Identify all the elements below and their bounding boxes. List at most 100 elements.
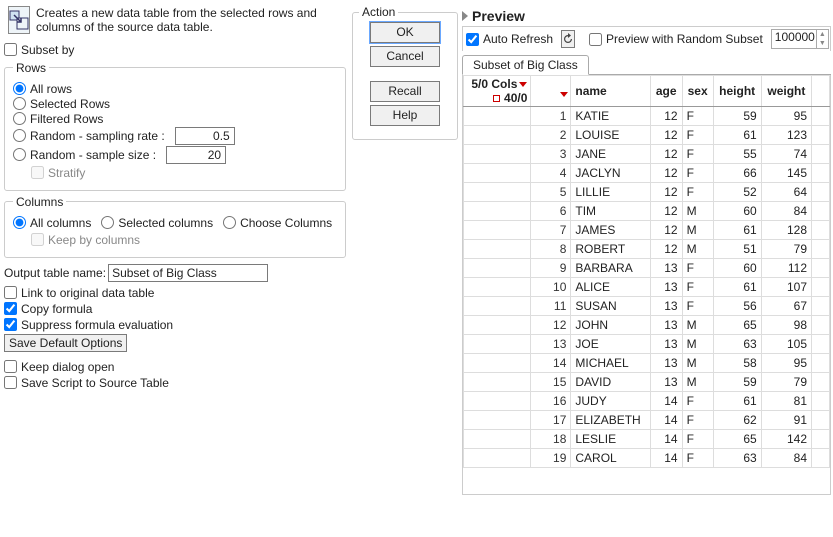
- random-subset-checkbox[interactable]: Preview with Random Subset: [589, 32, 763, 46]
- auto-refresh-checkbox[interactable]: Auto Refresh: [466, 32, 553, 46]
- row-number: 7: [531, 221, 571, 240]
- table-row[interactable]: 8ROBERT12M5179: [464, 240, 830, 259]
- row-marker[interactable]: [464, 430, 531, 449]
- table-row[interactable]: 19CAROL14F6384: [464, 449, 830, 468]
- rows-group: Rows All rows Selected Rows Filtered Row…: [4, 61, 346, 191]
- cols-menu-icon[interactable]: [519, 82, 527, 87]
- cell-sex: F: [682, 145, 713, 164]
- table-row[interactable]: 11SUSAN13F5667: [464, 297, 830, 316]
- columns-group: Columns All columns Selected columns Cho…: [4, 195, 346, 258]
- table-row[interactable]: 18LESLIE14F65142: [464, 430, 830, 449]
- col-name[interactable]: name: [571, 76, 650, 107]
- link-checkbox[interactable]: Link to original data table: [4, 286, 346, 300]
- cell-weight: 98: [761, 316, 811, 335]
- help-button[interactable]: Help: [370, 105, 440, 126]
- suppress-checkbox[interactable]: Suppress formula evaluation: [4, 318, 346, 332]
- refresh-icon[interactable]: [561, 30, 575, 48]
- row-number: 14: [531, 354, 571, 373]
- cancel-button[interactable]: Cancel: [370, 46, 440, 67]
- table-row[interactable]: 15DAVID13M5979: [464, 373, 830, 392]
- rows-selected-radio[interactable]: Selected Rows: [13, 97, 337, 111]
- cell-sex: M: [682, 240, 713, 259]
- table-row[interactable]: 1KATIE12F5995: [464, 107, 830, 126]
- row-marker[interactable]: [464, 240, 531, 259]
- rows-filtered-radio[interactable]: Filtered Rows: [13, 112, 337, 126]
- row-marker[interactable]: [464, 202, 531, 221]
- output-name-input[interactable]: [108, 264, 268, 282]
- row-marker[interactable]: [464, 373, 531, 392]
- row-marker[interactable]: [464, 392, 531, 411]
- save-defaults-button[interactable]: Save Default Options: [4, 334, 127, 352]
- cell-height: 66: [713, 164, 761, 183]
- recall-button[interactable]: Recall: [370, 81, 440, 102]
- table-row[interactable]: 6TIM12M6084: [464, 202, 830, 221]
- row-marker[interactable]: [464, 126, 531, 145]
- cols-all-radio[interactable]: All columns: [13, 216, 91, 230]
- col-sex[interactable]: sex: [682, 76, 713, 107]
- preview-table: 5/0 Cols 40/0 name age sex height weight…: [463, 75, 830, 468]
- cell-name: JOHN: [571, 316, 650, 335]
- row-marker[interactable]: [464, 164, 531, 183]
- row-marker[interactable]: [464, 107, 531, 126]
- table-row[interactable]: 10ALICE13F61107: [464, 278, 830, 297]
- cell-weight: 123: [761, 126, 811, 145]
- random-subset-value[interactable]: 100000▲▼: [771, 29, 829, 49]
- subset-by-checkbox[interactable]: Subset by: [4, 43, 346, 57]
- table-row[interactable]: 12JOHN13M6598: [464, 316, 830, 335]
- save-script-checkbox[interactable]: Save Script to Source Table: [4, 376, 346, 390]
- rows-sample-size-radio[interactable]: [13, 148, 26, 161]
- cell-age: 12: [650, 183, 682, 202]
- col-height[interactable]: height: [713, 76, 761, 107]
- row-marker[interactable]: [464, 335, 531, 354]
- row-marker[interactable]: [464, 354, 531, 373]
- keep-open-checkbox[interactable]: Keep dialog open: [4, 360, 346, 374]
- col-age[interactable]: age: [650, 76, 682, 107]
- table-row[interactable]: 3JANE12F5574: [464, 145, 830, 164]
- sampling-rate-input[interactable]: [175, 127, 235, 145]
- row-marker[interactable]: [464, 297, 531, 316]
- cols-choose-radio[interactable]: Choose Columns: [223, 216, 332, 230]
- ok-button[interactable]: OK: [370, 22, 440, 43]
- row-marker[interactable]: [464, 449, 531, 468]
- copy-formula-checkbox[interactable]: Copy formula: [4, 302, 346, 316]
- row-marker[interactable]: [464, 316, 531, 335]
- cell-age: 14: [650, 392, 682, 411]
- cell-name: SUSAN: [571, 297, 650, 316]
- sample-size-input[interactable]: [166, 146, 226, 164]
- row-number: 4: [531, 164, 571, 183]
- table-row[interactable]: 7JAMES12M61128: [464, 221, 830, 240]
- row-number: 5: [531, 183, 571, 202]
- cell-sex: F: [682, 126, 713, 145]
- row-marker[interactable]: [464, 278, 531, 297]
- cell-sex: F: [682, 411, 713, 430]
- cell-height: 62: [713, 411, 761, 430]
- spin-down-icon[interactable]: ▼: [816, 39, 828, 48]
- table-row[interactable]: 9BARBARA13F60112: [464, 259, 830, 278]
- cols-selected-radio[interactable]: Selected columns: [101, 216, 213, 230]
- row-menu-icon[interactable]: [560, 92, 568, 97]
- col-weight[interactable]: weight: [761, 76, 811, 107]
- cell-sex: F: [682, 164, 713, 183]
- table-row[interactable]: 16JUDY14F6181: [464, 392, 830, 411]
- row-marker[interactable]: [464, 145, 531, 164]
- table-row[interactable]: 13JOE13M63105: [464, 335, 830, 354]
- tab-subset[interactable]: Subset of Big Class: [462, 55, 589, 75]
- row-marker[interactable]: [464, 221, 531, 240]
- output-name-label: Output table name:: [4, 266, 106, 280]
- row-marker[interactable]: [464, 183, 531, 202]
- rows-meta: 40/0: [504, 91, 527, 105]
- row-marker[interactable]: [464, 259, 531, 278]
- row-number: 2: [531, 126, 571, 145]
- row-number: 8: [531, 240, 571, 259]
- disclosure-icon[interactable]: [462, 11, 468, 21]
- table-row[interactable]: 14MICHAEL13M5895: [464, 354, 830, 373]
- table-row[interactable]: 2LOUISE12F61123: [464, 126, 830, 145]
- rows-sampling-rate-radio[interactable]: [13, 129, 26, 142]
- row-marker[interactable]: [464, 411, 531, 430]
- rows-menu-icon[interactable]: [493, 95, 500, 102]
- rows-all-radio[interactable]: All rows: [13, 82, 337, 96]
- table-row[interactable]: 17ELIZABETH14F6291: [464, 411, 830, 430]
- table-row[interactable]: 4JACLYN12F66145: [464, 164, 830, 183]
- table-row[interactable]: 5LILLIE12F5264: [464, 183, 830, 202]
- spin-up-icon[interactable]: ▲: [816, 30, 828, 39]
